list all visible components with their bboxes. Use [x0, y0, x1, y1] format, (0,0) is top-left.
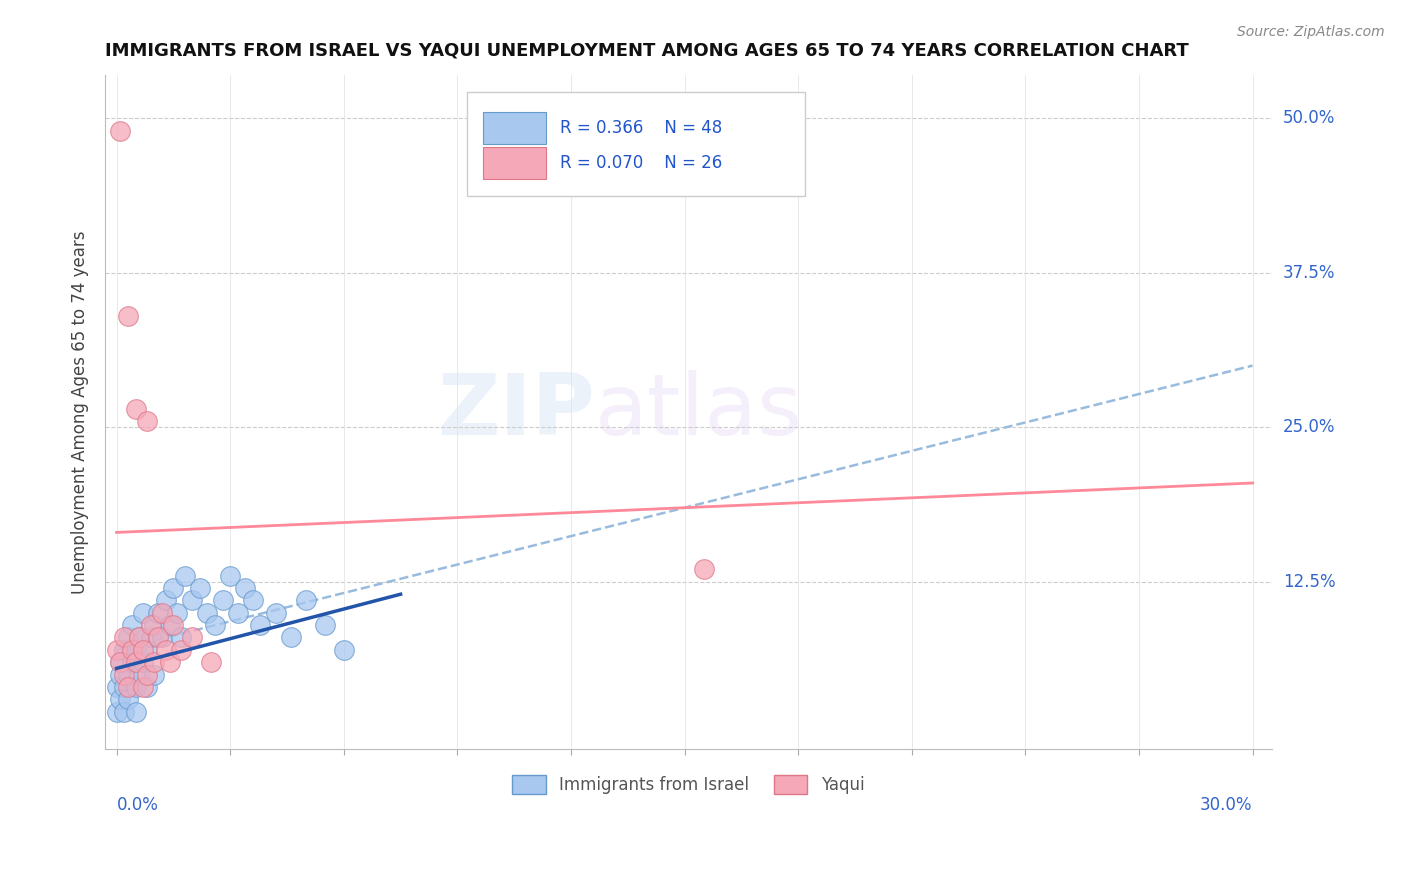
- Point: [132, 655, 155, 669]
- Point: [105, 680, 128, 694]
- Point: [110, 667, 132, 681]
- Point: [110, 655, 132, 669]
- Text: 0.0%: 0.0%: [117, 796, 159, 814]
- Point: [124, 642, 146, 657]
- Point: [139, 618, 162, 632]
- Point: [124, 705, 146, 719]
- Point: [226, 606, 249, 620]
- Point: [124, 401, 146, 416]
- Point: [135, 667, 157, 681]
- Point: [132, 680, 155, 694]
- Point: [135, 642, 157, 657]
- Point: [314, 618, 336, 632]
- Point: [121, 642, 143, 657]
- Text: Source: ZipAtlas.com: Source: ZipAtlas.com: [1237, 25, 1385, 39]
- Point: [148, 631, 170, 645]
- Point: [181, 593, 204, 607]
- Point: [264, 606, 287, 620]
- Point: [105, 642, 128, 657]
- Point: [128, 631, 150, 645]
- Point: [162, 581, 184, 595]
- Point: [148, 606, 170, 620]
- Point: [117, 680, 139, 694]
- Point: [121, 618, 143, 632]
- Point: [105, 705, 128, 719]
- Point: [124, 655, 146, 669]
- Point: [143, 618, 166, 632]
- Point: [132, 642, 155, 657]
- Text: atlas: atlas: [595, 370, 803, 453]
- Point: [159, 655, 181, 669]
- Point: [233, 581, 256, 595]
- Point: [117, 631, 139, 645]
- Point: [181, 631, 204, 645]
- Point: [162, 618, 184, 632]
- Point: [128, 667, 150, 681]
- Point: [333, 642, 356, 657]
- Point: [143, 667, 166, 681]
- Text: 37.5%: 37.5%: [1282, 264, 1336, 282]
- Point: [692, 562, 714, 576]
- Point: [200, 655, 222, 669]
- Point: [135, 680, 157, 694]
- Point: [128, 631, 150, 645]
- Point: [295, 593, 318, 607]
- Text: 25.0%: 25.0%: [1282, 418, 1336, 436]
- Point: [280, 631, 302, 645]
- FancyBboxPatch shape: [484, 146, 546, 179]
- Text: 12.5%: 12.5%: [1282, 573, 1336, 591]
- Text: IMMIGRANTS FROM ISRAEL VS YAQUI UNEMPLOYMENT AMONG AGES 65 TO 74 YEARS CORRELATI: IMMIGRANTS FROM ISRAEL VS YAQUI UNEMPLOY…: [105, 42, 1189, 60]
- Point: [242, 593, 264, 607]
- Point: [110, 124, 132, 138]
- Point: [121, 655, 143, 669]
- Point: [173, 568, 195, 582]
- Point: [112, 705, 135, 719]
- Text: ZIP: ZIP: [437, 370, 595, 453]
- Point: [150, 631, 173, 645]
- Point: [110, 655, 132, 669]
- Legend: Immigrants from Israel, Yaqui: Immigrants from Israel, Yaqui: [506, 768, 870, 801]
- FancyBboxPatch shape: [467, 92, 806, 196]
- Point: [170, 642, 193, 657]
- Point: [117, 667, 139, 681]
- FancyBboxPatch shape: [484, 112, 546, 144]
- Point: [135, 414, 157, 428]
- Point: [112, 642, 135, 657]
- Point: [117, 692, 139, 706]
- Point: [143, 655, 166, 669]
- Point: [249, 618, 271, 632]
- Text: R = 0.070    N = 26: R = 0.070 N = 26: [560, 153, 723, 172]
- Point: [211, 593, 233, 607]
- Point: [219, 568, 242, 582]
- Point: [155, 642, 177, 657]
- Point: [110, 692, 132, 706]
- Point: [112, 680, 135, 694]
- Y-axis label: Unemployment Among Ages 65 to 74 years: Unemployment Among Ages 65 to 74 years: [72, 230, 89, 594]
- Point: [139, 631, 162, 645]
- Point: [124, 680, 146, 694]
- Point: [132, 606, 155, 620]
- Point: [117, 309, 139, 323]
- Point: [112, 667, 135, 681]
- Text: R = 0.366    N = 48: R = 0.366 N = 48: [560, 119, 723, 136]
- Point: [155, 593, 177, 607]
- Point: [159, 618, 181, 632]
- Point: [112, 631, 135, 645]
- Point: [170, 631, 193, 645]
- Point: [166, 606, 188, 620]
- Point: [188, 581, 211, 595]
- Text: 50.0%: 50.0%: [1282, 110, 1336, 128]
- Text: 30.0%: 30.0%: [1201, 796, 1253, 814]
- Point: [150, 606, 173, 620]
- Point: [204, 618, 226, 632]
- Point: [197, 606, 219, 620]
